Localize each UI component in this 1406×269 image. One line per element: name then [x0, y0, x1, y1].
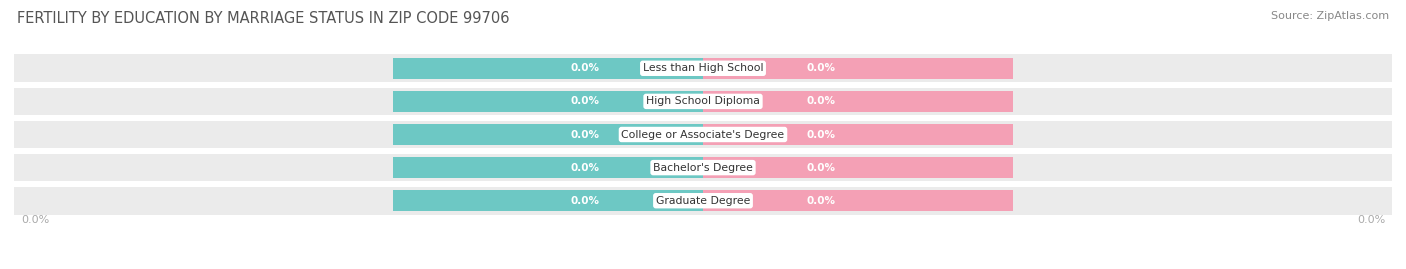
Text: 0.0%: 0.0%	[806, 196, 835, 206]
Text: 0.0%: 0.0%	[806, 162, 835, 173]
Bar	[703, 157, 1012, 178]
Bar	[703, 124, 1012, 145]
Text: 0.0%: 0.0%	[806, 96, 835, 107]
Bar	[703, 58, 1012, 79]
Text: Bachelor's Degree: Bachelor's Degree	[652, 162, 754, 173]
Bar	[14, 187, 1392, 215]
Bar	[703, 190, 1012, 211]
Text: 0.0%: 0.0%	[571, 129, 600, 140]
Bar	[14, 54, 1392, 82]
Bar	[392, 190, 703, 211]
Bar	[392, 91, 703, 112]
Text: 0.0%: 0.0%	[571, 196, 600, 206]
Text: 0.0%: 0.0%	[806, 63, 835, 73]
Text: Less than High School: Less than High School	[643, 63, 763, 73]
Text: High School Diploma: High School Diploma	[647, 96, 759, 107]
Bar	[14, 154, 1392, 182]
Text: College or Associate's Degree: College or Associate's Degree	[621, 129, 785, 140]
Text: Source: ZipAtlas.com: Source: ZipAtlas.com	[1271, 11, 1389, 21]
Bar	[14, 121, 1392, 148]
Bar	[392, 124, 703, 145]
Bar	[392, 157, 703, 178]
Text: 0.0%: 0.0%	[571, 162, 600, 173]
Text: 0.0%: 0.0%	[21, 215, 49, 225]
Text: FERTILITY BY EDUCATION BY MARRIAGE STATUS IN ZIP CODE 99706: FERTILITY BY EDUCATION BY MARRIAGE STATU…	[17, 11, 509, 26]
Text: 0.0%: 0.0%	[806, 129, 835, 140]
Bar	[392, 58, 703, 79]
Text: 0.0%: 0.0%	[571, 63, 600, 73]
Text: 0.0%: 0.0%	[571, 96, 600, 107]
Text: Graduate Degree: Graduate Degree	[655, 196, 751, 206]
Text: 0.0%: 0.0%	[1357, 215, 1385, 225]
Bar	[703, 91, 1012, 112]
Bar	[14, 87, 1392, 115]
